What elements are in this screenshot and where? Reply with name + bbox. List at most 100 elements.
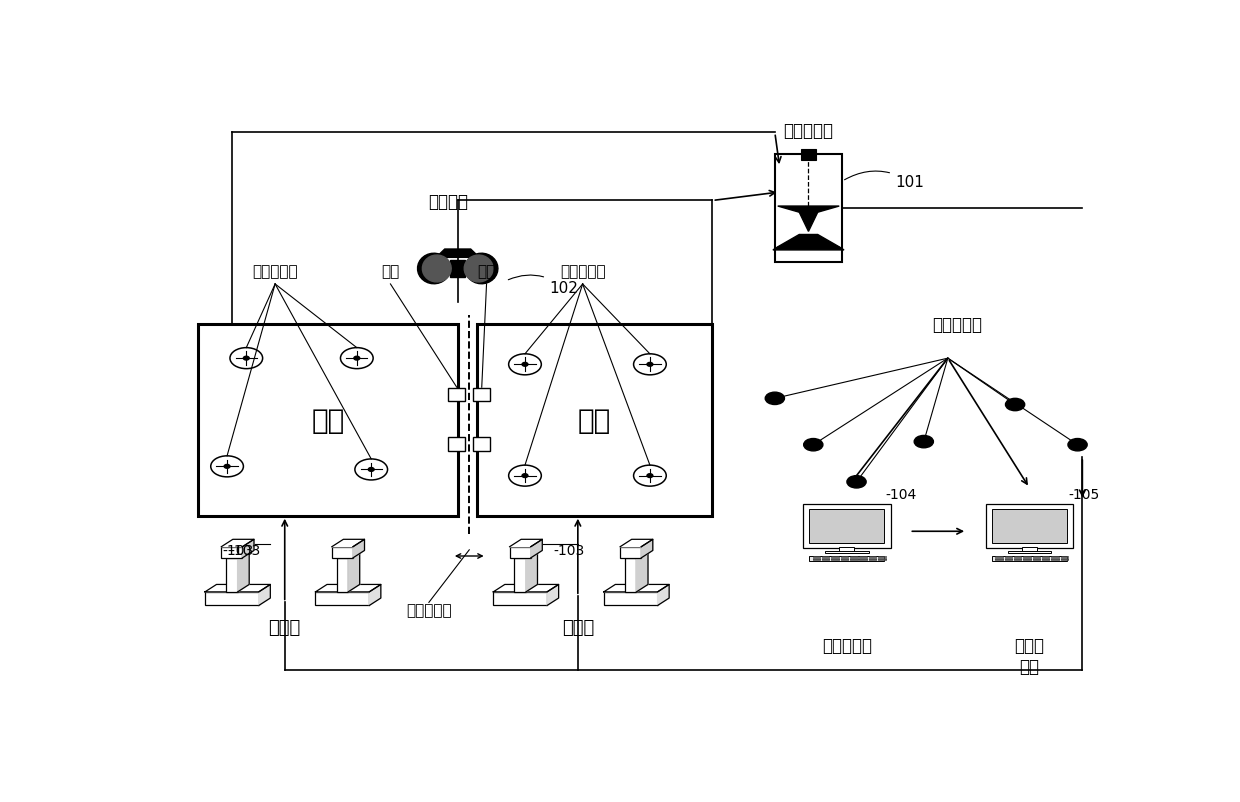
Text: 102: 102 bbox=[508, 276, 578, 295]
Text: 机翼: 机翼 bbox=[311, 407, 345, 435]
Polygon shape bbox=[450, 261, 465, 277]
Bar bbox=[477, 325, 713, 516]
Polygon shape bbox=[205, 585, 270, 592]
Polygon shape bbox=[332, 540, 365, 547]
Polygon shape bbox=[494, 585, 559, 592]
Bar bbox=[996, 558, 1003, 559]
Bar bbox=[1052, 558, 1059, 559]
Bar bbox=[859, 560, 867, 561]
Bar bbox=[474, 388, 490, 402]
Polygon shape bbox=[777, 207, 839, 213]
Bar bbox=[841, 560, 848, 561]
Circle shape bbox=[243, 357, 249, 361]
Bar bbox=[515, 558, 526, 592]
Bar bbox=[986, 504, 1074, 548]
Polygon shape bbox=[777, 235, 839, 248]
Polygon shape bbox=[604, 585, 670, 592]
Bar bbox=[869, 560, 877, 561]
Circle shape bbox=[847, 476, 866, 488]
Polygon shape bbox=[259, 585, 270, 606]
Circle shape bbox=[765, 393, 785, 405]
Bar bbox=[1014, 558, 1022, 559]
Polygon shape bbox=[641, 540, 652, 558]
Text: 定位器: 定位器 bbox=[562, 618, 594, 636]
Bar bbox=[775, 155, 842, 263]
Polygon shape bbox=[238, 551, 249, 592]
Text: 耳片: 耳片 bbox=[382, 263, 399, 278]
Polygon shape bbox=[464, 256, 494, 282]
Text: 调姿控制点: 调姿控制点 bbox=[559, 263, 605, 278]
Bar bbox=[1004, 560, 1012, 561]
Polygon shape bbox=[243, 540, 254, 558]
Text: 机身: 机身 bbox=[578, 407, 611, 435]
Text: 101: 101 bbox=[844, 172, 924, 189]
Bar bbox=[801, 150, 816, 161]
Text: 激光跟踪仪: 激光跟踪仪 bbox=[784, 121, 833, 140]
Polygon shape bbox=[547, 585, 559, 606]
Circle shape bbox=[914, 435, 934, 448]
Bar bbox=[992, 509, 1066, 543]
Bar bbox=[878, 560, 885, 561]
Text: 双目相机: 双目相机 bbox=[428, 192, 469, 210]
Polygon shape bbox=[315, 585, 381, 592]
Polygon shape bbox=[657, 585, 670, 606]
Bar bbox=[992, 556, 1066, 561]
Text: 定位器: 定位器 bbox=[269, 618, 301, 636]
Circle shape bbox=[1068, 439, 1087, 452]
Polygon shape bbox=[436, 249, 480, 258]
Circle shape bbox=[368, 468, 374, 472]
Text: 公共基准点: 公共基准点 bbox=[932, 316, 982, 334]
Circle shape bbox=[647, 363, 652, 367]
Bar bbox=[1004, 558, 1012, 559]
Bar bbox=[315, 592, 370, 606]
Polygon shape bbox=[370, 585, 381, 606]
Polygon shape bbox=[515, 551, 537, 558]
Text: 对合保留量: 对合保留量 bbox=[405, 602, 451, 618]
Text: -104: -104 bbox=[885, 488, 916, 501]
Bar bbox=[1042, 558, 1049, 559]
Polygon shape bbox=[348, 551, 360, 592]
Bar bbox=[851, 560, 858, 561]
Bar bbox=[804, 504, 890, 548]
Polygon shape bbox=[465, 254, 498, 285]
Bar bbox=[810, 509, 884, 543]
Text: 图像处理机: 图像处理机 bbox=[822, 637, 872, 654]
Bar bbox=[1014, 560, 1022, 561]
Bar bbox=[198, 325, 458, 516]
Bar bbox=[812, 560, 820, 561]
Bar bbox=[336, 558, 348, 592]
Polygon shape bbox=[620, 540, 652, 547]
Bar bbox=[226, 558, 238, 592]
Text: -105: -105 bbox=[1068, 488, 1099, 501]
Text: 调姿控
制器: 调姿控 制器 bbox=[1014, 637, 1044, 675]
Bar bbox=[1023, 560, 1030, 561]
Bar bbox=[1060, 558, 1068, 559]
Bar bbox=[1060, 560, 1068, 561]
Text: –103: –103 bbox=[227, 543, 260, 557]
Circle shape bbox=[224, 465, 229, 468]
Circle shape bbox=[804, 439, 823, 452]
Bar bbox=[1008, 551, 1052, 553]
Polygon shape bbox=[510, 540, 542, 547]
Polygon shape bbox=[221, 540, 254, 547]
Circle shape bbox=[1006, 399, 1024, 411]
Bar bbox=[332, 547, 353, 558]
Bar bbox=[1042, 560, 1049, 561]
Circle shape bbox=[522, 474, 528, 478]
Bar bbox=[859, 558, 867, 559]
Polygon shape bbox=[636, 551, 649, 592]
Circle shape bbox=[522, 363, 528, 367]
Bar bbox=[474, 438, 490, 452]
Bar bbox=[822, 558, 830, 559]
Bar bbox=[851, 558, 858, 559]
Bar bbox=[494, 592, 547, 606]
Bar bbox=[996, 560, 1003, 561]
Bar bbox=[1023, 558, 1030, 559]
Bar bbox=[448, 438, 465, 452]
Bar bbox=[839, 547, 854, 551]
Bar bbox=[510, 547, 531, 558]
Polygon shape bbox=[625, 551, 649, 558]
Bar bbox=[604, 592, 657, 606]
Bar bbox=[620, 547, 641, 558]
Bar bbox=[205, 592, 259, 606]
